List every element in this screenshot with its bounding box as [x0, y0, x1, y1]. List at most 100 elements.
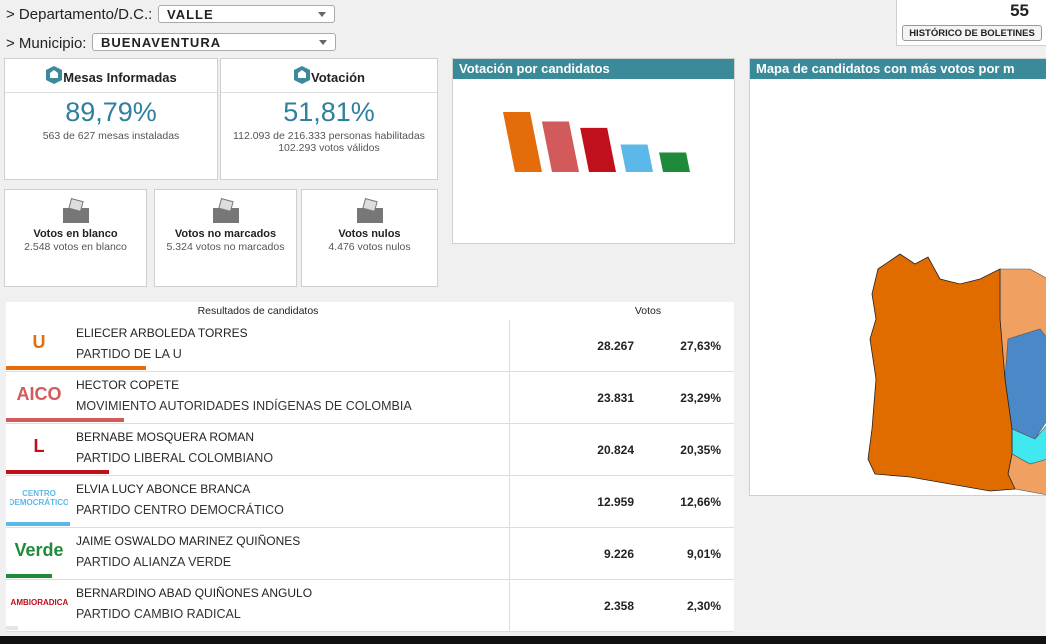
- percent: 27,63%: [680, 339, 721, 353]
- vote-card: Votos no marcados 5.324 votos no marcados: [154, 189, 297, 287]
- ballot-box: [62, 208, 89, 223]
- divider: [509, 372, 510, 423]
- header-cell: Resultados de candidatos: [197, 305, 319, 317]
- chart-panel: Votación por candidatos: [452, 58, 735, 244]
- vote-detail: 4.476 votos nulos: [328, 241, 411, 253]
- vote-detail: 5.324 votos no marcados: [166, 241, 285, 253]
- card-title: Votación: [311, 70, 365, 85]
- divider: [509, 476, 510, 527]
- percent: 20,35%: [680, 443, 721, 457]
- party-logo: AICO: [16, 383, 62, 404]
- candidate-row: CENTRO DEMOCRÁTICO ELVIA LUCY ABONCE BRAN…: [6, 476, 734, 528]
- vote-card: Votos nulos 4.476 votos nulos: [301, 189, 438, 287]
- history-button[interactable]: HISTÓRICO DE BOLETINES: [902, 25, 1042, 41]
- ballot-icon: [62, 198, 89, 223]
- votacion-card: Votación 51,81% 112.093 de 216.333 perso…: [220, 58, 438, 180]
- share-bar: [6, 470, 110, 474]
- candidate-name: ELIECER ARBOLEDA TORRES: [76, 326, 248, 340]
- candidate-name: ELVIA LUCY ABONCE BRANCA: [76, 482, 251, 496]
- candidate-name: JAIME OSWALDO MARINEZ QUIÑONES: [76, 534, 301, 548]
- vote-detail: 2.548 votos en blanco: [24, 241, 127, 253]
- share-bar: [6, 626, 18, 630]
- votes: 23.831: [597, 391, 634, 405]
- vote-card: Votos en blanco 2.548 votos en blanco: [4, 189, 147, 287]
- party-logo: U: [32, 331, 46, 352]
- party-name: PARTIDO LIBERAL COLOMBIANO: [76, 451, 274, 465]
- candidate-name: BERNARDINO ABAD QUIÑONES ANGULO: [76, 586, 313, 600]
- detail: 102.293 votos válidos: [278, 142, 380, 154]
- share-bar: [6, 522, 71, 526]
- candidate-name: BERNABE MOSQUERA ROMAN: [76, 430, 255, 444]
- candidate-name: HECTOR COPETE: [76, 378, 180, 392]
- icon: [294, 66, 311, 84]
- taskbar: [0, 636, 1046, 644]
- map-panel: Mapa de candidatos con más votos por m: [749, 58, 1046, 496]
- bar: [659, 152, 690, 172]
- party-name: MOVIMIENTO AUTORIDADES INDÍGENAS DE COLO…: [76, 399, 412, 413]
- party-logo: Verde: [14, 539, 64, 560]
- filter-label: > Municipio:: [6, 35, 87, 52]
- candidate-row: Verde JAIME OSWALDO MARINEZ QUIÑONES PARTI…: [6, 528, 734, 580]
- share-bar: [6, 366, 147, 370]
- divider: [509, 320, 510, 371]
- percent: 23,29%: [680, 391, 721, 405]
- department-select[interactable]: VALLE: [158, 5, 335, 23]
- icon: [46, 66, 63, 84]
- percent: 51,81%: [283, 97, 375, 127]
- votes: 9.226: [603, 547, 634, 561]
- percent: 12,66%: [680, 495, 721, 509]
- share-bar: [6, 574, 52, 578]
- votes: 28.267: [597, 339, 634, 353]
- votes: 20.824: [597, 443, 634, 457]
- ballot-box: [356, 208, 383, 223]
- card-title: Mesas Informadas: [63, 70, 177, 85]
- percent: 2,30%: [686, 599, 721, 613]
- bar: [580, 127, 616, 172]
- votes: 2.358: [603, 599, 634, 613]
- party-name: PARTIDO ALIANZA VERDE: [76, 555, 232, 569]
- percent: 89,79%: [65, 97, 157, 127]
- party-name: PARTIDO CAMBIO RADICAL: [76, 607, 241, 621]
- party-logo: CENTRO DEMOCRÁTICO: [10, 489, 68, 507]
- share-bar: [6, 418, 125, 422]
- bar: [620, 144, 653, 172]
- table-header: Resultados de candidatos Votos: [6, 302, 734, 321]
- card-header: Mesas Informadas: [5, 59, 217, 93]
- panel-title: Mapa de candidatos con más votos por m: [750, 59, 1046, 79]
- ballot-icon: [212, 198, 239, 223]
- vote-title: Votos no marcados: [174, 228, 277, 240]
- candidate-row: AICO HECTOR COPETE MOVIMIENTO AUTORIDADES …: [6, 372, 734, 424]
- filter-label: > Departamento/D.C.:: [6, 6, 153, 23]
- boletin-number: 55: [1010, 1, 1029, 20]
- mesas-card: Mesas Informadas 89,79% 563 de 627 mesas…: [4, 58, 218, 180]
- party-logo: L: [33, 435, 45, 456]
- boletin-box: 55 HISTÓRICO DE BOLETINES: [896, 0, 1046, 46]
- party-name: PARTIDO DE LA U: [76, 347, 182, 361]
- bar: [541, 121, 579, 172]
- map: [867, 253, 1046, 495]
- bar-chart: [503, 112, 690, 172]
- votes: 12.959: [597, 495, 634, 509]
- ballot-box: [212, 208, 239, 223]
- percent: 9,01%: [686, 547, 721, 561]
- header-cell: Votos: [634, 305, 662, 317]
- party-name: PARTIDO CENTRO DEMOCRÁTICO: [76, 503, 284, 517]
- candidate-row: L BERNABE MOSQUERA ROMAN PARTIDO LIBERAL C…: [6, 424, 734, 476]
- municipality-select[interactable]: BUENAVENTURA: [92, 33, 336, 51]
- vote-title: Votos nulos: [338, 228, 401, 240]
- divider: [509, 528, 510, 579]
- divider: [509, 580, 510, 631]
- divider: [509, 424, 510, 475]
- ballot-icon: [356, 198, 383, 223]
- card-header: Votación: [221, 59, 437, 93]
- ballot-paper: [361, 198, 378, 212]
- candidate-row: U ELIECER ARBOLEDA TORRES PARTIDO DE LA U 2…: [6, 320, 734, 372]
- bar: [503, 112, 542, 172]
- panel-title: Votación por candidatos: [453, 59, 734, 79]
- ballot-paper: [217, 198, 234, 212]
- detail: 563 de 627 mesas instaladas: [42, 130, 180, 142]
- vote-title: Votos en blanco: [33, 228, 118, 240]
